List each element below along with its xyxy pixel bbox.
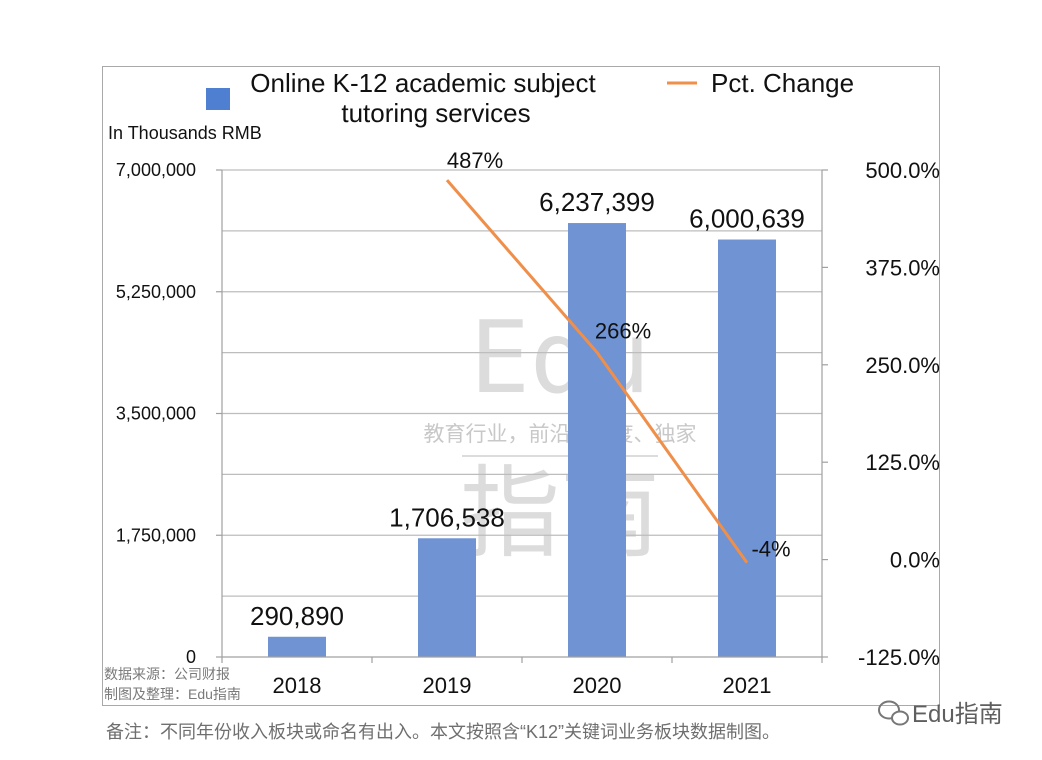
bar (568, 223, 626, 657)
bars (268, 223, 776, 657)
bar (418, 538, 476, 657)
bar-value-label: 1,706,538 (389, 502, 505, 532)
y-right-tick-label: 250.0% (865, 353, 940, 378)
legend-bar-swatch (206, 88, 230, 110)
y-right-tick-label: 125.0% (865, 450, 940, 475)
pct-value-label: -4% (751, 537, 790, 562)
legend-line-label: Pct. Change (711, 68, 854, 98)
y-right-tick-label: 500.0% (865, 158, 940, 183)
legend: Online K-12 academic subject tutoring se… (206, 68, 854, 128)
legend-bar-label-line2: tutoring services (341, 98, 530, 128)
pct-value-label: 266% (595, 318, 651, 343)
bar (718, 239, 776, 657)
y-left-tick-label: 3,500,000 (116, 404, 196, 424)
axes: 0 1,750,000 3,500,000 5,250,000 7,000,000 -12… (116, 158, 940, 698)
x-tick-label: 2019 (423, 673, 472, 698)
y-left-tick-label: 5,250,000 (116, 282, 196, 302)
y-right-tick-label: 375.0% (865, 255, 940, 280)
chart-frame (102, 66, 940, 706)
y-right-tick-label: 0.0% (890, 548, 940, 573)
y-right-tick-label: -125.0% (858, 645, 940, 670)
bar-value-label: 6,237,399 (539, 187, 655, 217)
bar (268, 636, 326, 657)
wechat-icon (878, 700, 909, 726)
legend-bar-label-line1: Online K-12 academic subject (250, 68, 596, 98)
y-left-tick-label: 0 (186, 647, 196, 667)
unit-label: In Thousands RMB (108, 123, 262, 143)
watermark-slogan: 教育行业，前沿、深度、独家 (424, 423, 697, 446)
pct-change-line (445, 179, 749, 564)
brand-text: Edu指南 (912, 701, 1003, 728)
y-left-tick-label: 7,000,000 (116, 160, 196, 180)
footnote: 备注：不同年份收入板块或命名有出入。本文按照含“K12”关键词业务板块数据制图。 (106, 722, 780, 742)
data-labels: 290,890 1,706,538 6,237,399 6,000,639 487% 26… (250, 148, 805, 631)
source-line1: 数据来源：公司财报 (104, 666, 230, 682)
bar-value-label: 290,890 (250, 601, 344, 631)
bar-value-label: 6,000,639 (689, 204, 805, 234)
source-line2: 制图及整理：Edu指南 (104, 686, 241, 702)
pct-change-polyline (445, 179, 749, 564)
y-left-tick-label: 1,750,000 (116, 525, 196, 545)
x-tick-label: 2018 (273, 673, 322, 698)
brand: Edu指南 (878, 700, 1003, 728)
x-tick-label: 2021 (723, 673, 772, 698)
pct-value-label: 487% (447, 148, 503, 173)
x-tick-label: 2020 (573, 673, 622, 698)
